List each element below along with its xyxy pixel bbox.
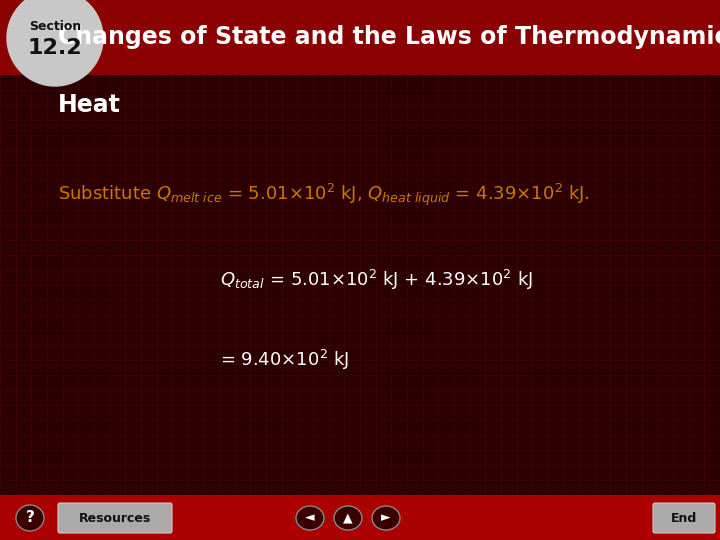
- Text: ◄: ◄: [305, 511, 315, 524]
- Text: 12.2: 12.2: [27, 38, 82, 58]
- Text: End: End: [671, 511, 697, 524]
- Text: ?: ?: [26, 510, 35, 525]
- Bar: [0, 495, 720, 540]
- Ellipse shape: [16, 505, 44, 531]
- Ellipse shape: [372, 506, 400, 530]
- Ellipse shape: [296, 506, 324, 530]
- Text: Section: Section: [29, 19, 81, 32]
- Text: Substitute $Q_{melt\ ice}$ = 5.01×10$^2$ kJ, $Q_{heat\ liquid}$ = 4.39×10$^2$ kJ: Substitute $Q_{melt\ ice}$ = 5.01×10$^2$…: [58, 182, 590, 208]
- Text: Changes of State and the Laws of Thermodynamics: Changes of State and the Laws of Thermod…: [58, 25, 720, 49]
- Text: ►: ►: [381, 511, 391, 524]
- Text: Heat: Heat: [58, 93, 121, 117]
- FancyBboxPatch shape: [653, 503, 715, 533]
- Bar: [0, 0, 720, 75]
- Text: Resources: Resources: [79, 511, 151, 524]
- Text: = 9.40×10$^2$ kJ: = 9.40×10$^2$ kJ: [220, 348, 349, 372]
- Circle shape: [7, 0, 103, 86]
- Text: $Q_{total}$ = 5.01×10$^2$ kJ + 4.39×10$^2$ kJ: $Q_{total}$ = 5.01×10$^2$ kJ + 4.39×10$^…: [220, 268, 533, 292]
- Text: ▲: ▲: [343, 511, 353, 524]
- Ellipse shape: [334, 506, 362, 530]
- FancyBboxPatch shape: [58, 503, 172, 533]
